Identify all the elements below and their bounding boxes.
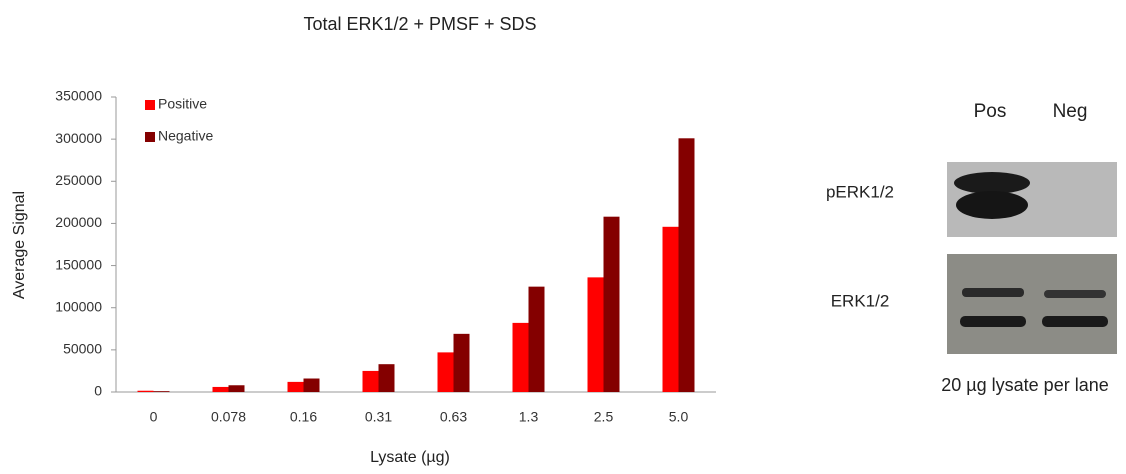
bar: [587, 277, 604, 392]
x-tick-label: 0.63: [440, 409, 467, 425]
blot-band: [956, 191, 1028, 219]
x-tick-label: 2.5: [594, 409, 614, 425]
x-tick-label: 0.31: [365, 409, 392, 425]
bar: [528, 286, 545, 392]
y-tick-label: 100000: [55, 298, 102, 314]
bar: [362, 370, 379, 392]
chart-title: Total ERK1/2 + PMSF + SDS: [303, 14, 536, 34]
blot-band: [1042, 316, 1108, 327]
bar: [153, 391, 170, 392]
bar: [678, 138, 695, 392]
blot-caption: 20 µg lysate per lane: [941, 375, 1108, 395]
x-tick-label: 1.3: [519, 409, 539, 425]
lane-label: Neg: [1053, 101, 1088, 122]
y-tick-label: 200000: [55, 214, 102, 230]
bar: [303, 378, 320, 392]
x-tick-label: 0.16: [290, 409, 317, 425]
legend-swatch: [145, 132, 155, 142]
bar: [662, 226, 679, 392]
bar: [137, 390, 154, 392]
row-label: ERK1/2: [831, 291, 890, 310]
y-tick-label: 0: [94, 383, 102, 399]
lane-label: Pos: [974, 101, 1007, 122]
bar: [378, 364, 395, 392]
bar: [437, 352, 454, 392]
bar: [453, 333, 470, 392]
bar: [212, 386, 229, 392]
x-axis-label: Lysate (µg): [370, 449, 450, 466]
blot-band: [954, 172, 1030, 194]
y-tick-label: 150000: [55, 256, 102, 272]
y-tick-label: 50000: [63, 341, 102, 357]
row-label: pERK1/2: [826, 182, 894, 201]
legend-label: Negative: [158, 128, 213, 144]
bar: [512, 322, 529, 392]
blot-band: [960, 316, 1026, 327]
legend-label: Positive: [158, 96, 207, 112]
bar: [287, 381, 304, 392]
blot-band: [962, 288, 1024, 297]
x-tick-label: 0: [150, 409, 158, 425]
blot-band: [1044, 290, 1106, 298]
blot-panel: [947, 254, 1117, 354]
bar: [603, 216, 620, 392]
y-tick-label: 250000: [55, 172, 102, 188]
bar: [228, 385, 245, 392]
y-tick-label: 300000: [55, 130, 102, 146]
y-tick-label: 350000: [55, 88, 102, 104]
legend-swatch: [145, 100, 155, 110]
y-axis-label: Average Signal: [11, 191, 28, 299]
x-tick-label: 0.078: [211, 409, 246, 425]
x-tick-label: 5.0: [669, 409, 689, 425]
